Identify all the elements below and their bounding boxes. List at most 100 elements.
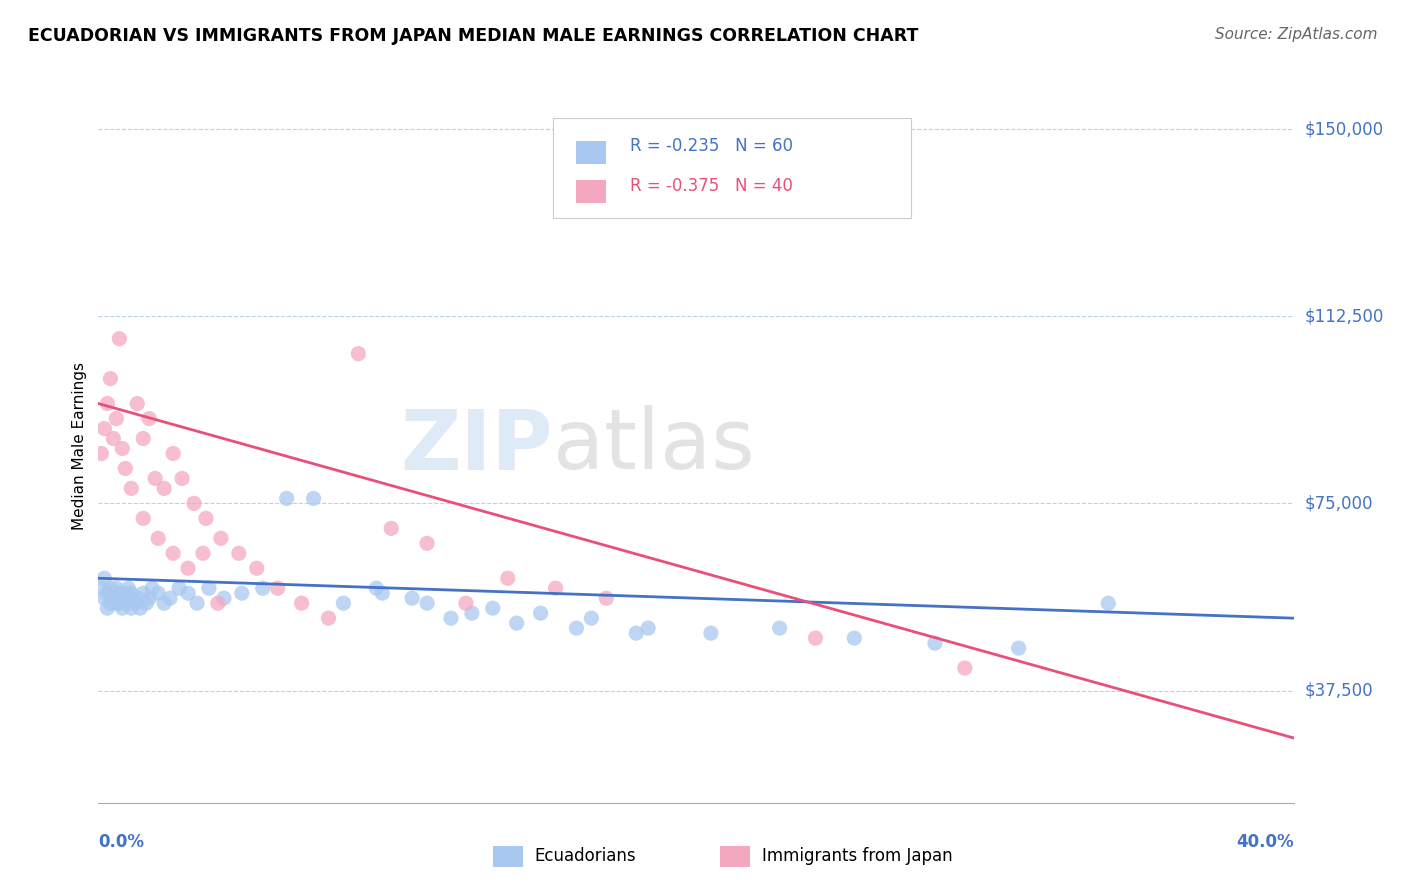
Point	[581, 611, 603, 625]
Text: $112,500: $112,500	[1305, 307, 1384, 326]
Point	[318, 611, 340, 625]
Point	[135, 596, 157, 610]
Point	[105, 411, 128, 425]
Point	[103, 432, 125, 446]
Point	[120, 482, 142, 496]
Text: Source: ZipAtlas.com: Source: ZipAtlas.com	[1215, 27, 1378, 42]
Point	[132, 586, 155, 600]
Point	[167, 581, 190, 595]
Point	[138, 411, 160, 425]
Point	[105, 581, 128, 595]
Point	[624, 626, 647, 640]
Point	[114, 586, 136, 600]
Bar	[576, 141, 606, 164]
Point	[96, 586, 118, 600]
Point	[804, 631, 827, 645]
Point	[183, 496, 205, 510]
Point	[90, 446, 112, 460]
Point	[148, 586, 170, 600]
Point	[302, 491, 325, 506]
Point	[143, 471, 166, 485]
Point	[153, 596, 176, 610]
Point	[529, 606, 551, 620]
Text: R = -0.235   N = 60: R = -0.235 N = 60	[630, 137, 793, 155]
Point	[114, 596, 136, 610]
Point	[416, 596, 439, 610]
Point	[401, 591, 423, 606]
Point	[124, 596, 146, 610]
Text: R = -0.375   N = 40: R = -0.375 N = 40	[630, 177, 793, 194]
Point	[371, 586, 394, 600]
Point	[290, 596, 312, 610]
Point	[127, 396, 149, 410]
Point	[111, 591, 134, 606]
Text: Ecuadorians: Ecuadorians	[534, 847, 637, 865]
Point	[93, 421, 115, 435]
Text: 0.0%: 0.0%	[98, 833, 145, 851]
Point	[98, 596, 122, 610]
Text: atlas: atlas	[553, 406, 754, 486]
Point	[103, 586, 125, 600]
Point	[138, 591, 160, 606]
Point	[177, 586, 200, 600]
Point	[228, 546, 250, 560]
Point	[332, 596, 354, 610]
Point	[380, 521, 402, 535]
Point	[186, 596, 208, 610]
Point	[111, 442, 134, 456]
Point	[117, 581, 139, 595]
Point	[924, 636, 946, 650]
Bar	[494, 846, 523, 867]
Text: ZIP: ZIP	[401, 406, 553, 486]
Point	[1097, 596, 1119, 610]
Point	[120, 601, 142, 615]
Point	[595, 591, 617, 606]
Text: $150,000: $150,000	[1305, 120, 1384, 138]
Point	[98, 371, 122, 385]
Point	[129, 601, 152, 615]
Point	[416, 536, 439, 550]
Point	[1007, 641, 1029, 656]
Point	[565, 621, 588, 635]
Point	[162, 446, 184, 460]
Point	[117, 591, 139, 606]
Point	[506, 616, 529, 631]
Point	[159, 591, 181, 606]
Point	[105, 596, 128, 610]
Point	[177, 561, 200, 575]
Point	[108, 332, 131, 346]
Point	[231, 586, 253, 600]
Text: 40.0%: 40.0%	[1236, 833, 1294, 851]
Point	[700, 626, 723, 640]
Point	[148, 531, 170, 545]
Point	[461, 606, 484, 620]
Text: $75,000: $75,000	[1305, 494, 1374, 512]
Point	[108, 596, 131, 610]
Point	[454, 596, 477, 610]
Point	[768, 621, 790, 635]
Point	[212, 591, 235, 606]
Point	[108, 586, 131, 600]
Point	[209, 531, 232, 545]
Point	[114, 461, 136, 475]
Point	[207, 596, 229, 610]
Point	[93, 571, 115, 585]
Point	[127, 591, 149, 606]
Point	[132, 432, 155, 446]
Point	[637, 621, 659, 635]
Point	[267, 581, 290, 595]
Point	[366, 581, 388, 595]
Point	[191, 546, 214, 560]
Point	[440, 611, 463, 625]
Point	[844, 631, 866, 645]
Point	[496, 571, 519, 585]
FancyBboxPatch shape	[553, 118, 911, 218]
Text: Immigrants from Japan: Immigrants from Japan	[762, 847, 952, 865]
Point	[96, 601, 118, 615]
Point	[172, 471, 194, 485]
Point	[276, 491, 298, 506]
Point	[111, 601, 134, 615]
Point	[246, 561, 269, 575]
Point	[98, 581, 122, 595]
Point	[252, 581, 274, 595]
